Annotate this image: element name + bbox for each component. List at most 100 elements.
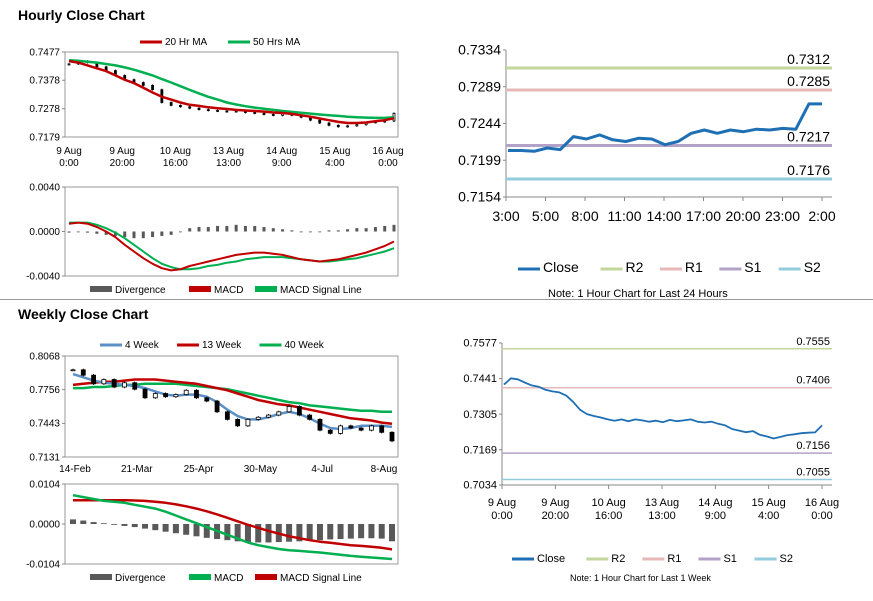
weekly-divergence-bar-10 xyxy=(172,524,179,534)
weekly-levels-legend-label-1: R2 xyxy=(611,553,625,565)
weekly-price-candle-body-10 xyxy=(173,394,179,398)
weekly-price-candle-body-16 xyxy=(235,418,241,427)
weekly-divergence-bar-0 xyxy=(70,519,76,524)
weekly-levels-legend-label-4: S2 xyxy=(780,553,793,565)
weekly-price-candle-body-22 xyxy=(296,406,302,416)
hourly-macd-legend-swatch-2 xyxy=(255,286,277,292)
hourly-divergence-bar-19 xyxy=(243,225,247,232)
weekly-price-candle-body-21 xyxy=(286,406,292,413)
hourly-price-candle-body-22 xyxy=(271,114,275,116)
hourly-divergence-bar-7 xyxy=(132,231,136,239)
weekly-macd-ytick-2: -0.0104 xyxy=(26,559,60,570)
weekly-divergence-bar-9 xyxy=(162,524,169,532)
hourly-price-ytick-0: 0.7477 xyxy=(29,47,60,58)
weekly-levels-xtick-0: 9 Aug xyxy=(488,497,516,509)
weekly-price-legend-label-0: 4 Week xyxy=(125,340,160,351)
hourly-levels-xtick-0: 3:00 xyxy=(492,208,519,224)
weekly-levels-xtick-0-line2: 0:00 xyxy=(491,510,512,522)
weekly-levels-ytick-3: 0.7169 xyxy=(463,444,497,456)
weekly-price-candle-body-18 xyxy=(255,416,261,420)
hourly-price-legend-label-0: 20 Hr MA xyxy=(165,37,208,48)
weekly-macd-legend-swatch-1 xyxy=(189,574,211,580)
weekly-macd-line xyxy=(72,493,393,561)
weekly-price-chart: 4 Week 13 Week 40 Week 0.8068 0.7756 0.7443 0.… xyxy=(29,340,399,475)
hourly-divergence-bar-8 xyxy=(141,231,145,239)
weekly-price-candle-body-11 xyxy=(183,389,189,395)
hourly-macd-legend-swatch-0 xyxy=(90,286,112,292)
weekly-divergence-bar-21 xyxy=(286,524,293,542)
hourly-price-candle-body-11 xyxy=(169,102,173,106)
hourly-divergence-bar-26 xyxy=(308,231,312,233)
weekly-price-candle-body-4 xyxy=(111,379,117,388)
weekly-divergence-bar-22 xyxy=(296,524,303,542)
weekly-divergence-bar-3 xyxy=(100,523,107,525)
weekly-levels-level-s1-label: 0.7156 xyxy=(796,440,830,452)
hourly-price-candle-body-14 xyxy=(197,107,201,111)
hourly-price-xtick-6-line2: 0:00 xyxy=(378,158,398,169)
hourly-levels-ytick-1: 0.7289 xyxy=(458,78,501,94)
weekly-divergence-bar-2 xyxy=(90,522,97,524)
weekly-levels-close-line xyxy=(503,377,823,440)
weekly-divergence-bar-13 xyxy=(203,524,210,538)
hourly-price-candle-body-27 xyxy=(318,119,322,124)
weekly-price-ytick-3: 0.7131 xyxy=(29,452,60,463)
weekly-price-candle-body-5 xyxy=(122,382,127,388)
weekly-price-candle-body-26 xyxy=(338,425,343,434)
hourly-levels-level-s2-label: 0.7176 xyxy=(787,162,830,178)
weekly-price-xtick-3: 30-May xyxy=(244,464,277,475)
weekly-price-plot-area xyxy=(64,355,399,458)
hourly-divergence-bar-2 xyxy=(86,231,90,233)
weekly-levels-xtick-2: 10 Aug xyxy=(592,497,626,509)
weekly-levels-xtick-6: 16 Aug xyxy=(805,497,839,509)
weekly-divergence-bar-29 xyxy=(368,524,375,539)
hourly-signal-line xyxy=(69,221,395,271)
weekly-levels-xtick-6-line2: 0:00 xyxy=(811,510,832,522)
weekly-levels-xtick-5-line2: 4:00 xyxy=(758,510,779,522)
weekly-macd-ytick-1: 0.0000 xyxy=(29,519,60,530)
hourly-price-ytick-3: 0.7179 xyxy=(29,132,60,143)
weekly-divergence-bar-11 xyxy=(183,524,190,535)
weekly-levels-ytick-1: 0.7441 xyxy=(463,373,497,385)
weekly-divergence-bar-18 xyxy=(255,524,262,543)
hourly-levels-legend-label-4: S2 xyxy=(804,259,821,275)
hourly-price-candle-body-29 xyxy=(336,124,340,128)
weekly-levels-ytick-0: 0.7577 xyxy=(463,338,497,350)
hourly-divergence-bar-20 xyxy=(253,225,257,232)
weekly-price-legend-label-1: 13 Week xyxy=(202,340,242,351)
hourly-divergence-bar-10 xyxy=(160,231,164,236)
hourly-macd-legend-label-1: MACD xyxy=(214,285,243,296)
hourly-price-candle-body-31 xyxy=(355,124,359,127)
hourly-price-xtick-5-line2: 4:00 xyxy=(325,158,345,169)
hourly-price-chart: 20 Hr MA 50 Hrs MA 0.7477 0.7378 0.7278 0.717… xyxy=(29,37,403,169)
weekly-price-candle-body-8 xyxy=(152,393,158,399)
weekly-levels-xtick-2-line2: 16:00 xyxy=(595,510,623,522)
weekly-price-candle-body-13 xyxy=(204,397,210,402)
hourly-macd-chart: 0.0040 0.0000 -0.0040 Divergence MACD MACD Si… xyxy=(26,182,399,296)
weekly-price-candle-body-1 xyxy=(80,369,86,376)
weekly-price-candle-body-15 xyxy=(224,411,230,420)
hourly-levels-legend-label-0: Close xyxy=(543,259,579,275)
hourly-price-xtick-1-line2: 20:00 xyxy=(110,158,135,169)
weekly-levels-legend-label-3: S1 xyxy=(723,553,736,565)
weekly-divergence-bar-12 xyxy=(193,524,200,537)
weekly-divergence-bar-28 xyxy=(358,524,365,539)
hourly-levels-level-r2-label: 0.7312 xyxy=(787,51,830,67)
hourly-levels-xtick-4: 14:00 xyxy=(646,208,681,224)
weekly-price-xtick-1: 21-Mar xyxy=(121,464,153,475)
weekly-signal-line xyxy=(73,498,393,551)
hourly-macd-ytick-1: 0.0000 xyxy=(29,227,60,238)
hourly-price-xtick-3-line2: 13:00 xyxy=(216,158,241,169)
weekly-levels-xtick-3-line2: 13:00 xyxy=(648,510,676,522)
hourly-levels-ytick-0: 0.7334 xyxy=(458,42,501,58)
weekly-divergence-bar-17 xyxy=(244,524,251,543)
weekly-divergence-bar-5 xyxy=(121,524,128,526)
hourly-levels-ytick-2: 0.7244 xyxy=(458,115,501,131)
weekly-13week-line xyxy=(72,378,393,425)
weekly-macd-legend-label-1: MACD xyxy=(214,573,243,584)
hourly-levels-note: Note: 1 Hour Chart for Last 24 Hours xyxy=(548,288,728,300)
hourly-divergence-bar-27 xyxy=(318,231,322,233)
hourly-price-xtick-3: 13 Aug xyxy=(213,146,244,157)
weekly-macd-legend-swatch-2 xyxy=(255,574,277,580)
hourly-price-candle-body-20 xyxy=(253,112,257,114)
hourly-price-candle-body-0 xyxy=(67,63,71,66)
